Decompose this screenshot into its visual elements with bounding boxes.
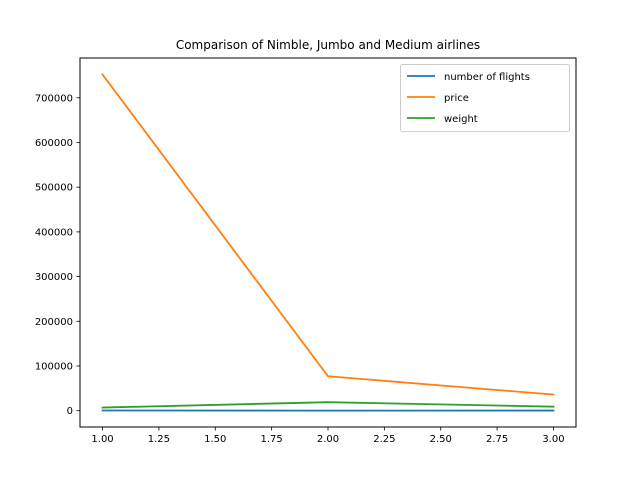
legend-label-0: number of flights	[444, 72, 530, 83]
legend-label-2: weight	[444, 114, 478, 125]
axes-frame	[79, 57, 577, 428]
x-tick-label: 1.75	[261, 434, 283, 445]
series-line-2	[101, 401, 555, 409]
axes-ticks: 1.00 1.25 1.50 1.75 2.00 2.25 2.50 2.75 3.00 0 100…	[35, 93, 565, 445]
x-tick-label: 1.00	[91, 434, 113, 445]
x-tick-label: 2.00	[317, 434, 339, 445]
y-tick-label: 200000	[35, 317, 73, 328]
x-tick-label: 2.50	[430, 434, 452, 445]
legend: number of flights price weight	[400, 64, 570, 132]
x-tick-label: 1.25	[148, 434, 170, 445]
x-tick-label: 2.75	[486, 434, 508, 445]
y-tick-label: 300000	[35, 272, 73, 283]
y-tick-label: 100000	[35, 361, 73, 372]
legend-label-1: price	[444, 93, 469, 104]
chart-title: Comparison of Nimble, Jumbo and Medium a…	[176, 38, 480, 52]
y-tick-label: 700000	[35, 93, 73, 104]
y-tick-label: 500000	[35, 183, 73, 194]
series-line-1	[101, 73, 555, 396]
y-tick-label: 600000	[35, 138, 73, 149]
legend-box	[400, 64, 570, 132]
plot-lines	[101, 73, 555, 412]
y-tick-label: 0	[67, 406, 73, 417]
x-tick-label: 2.25	[373, 434, 395, 445]
y-tick-label: 400000	[35, 227, 73, 238]
x-tick-label: 3.00	[542, 434, 564, 445]
x-tick-label: 1.50	[204, 434, 226, 445]
